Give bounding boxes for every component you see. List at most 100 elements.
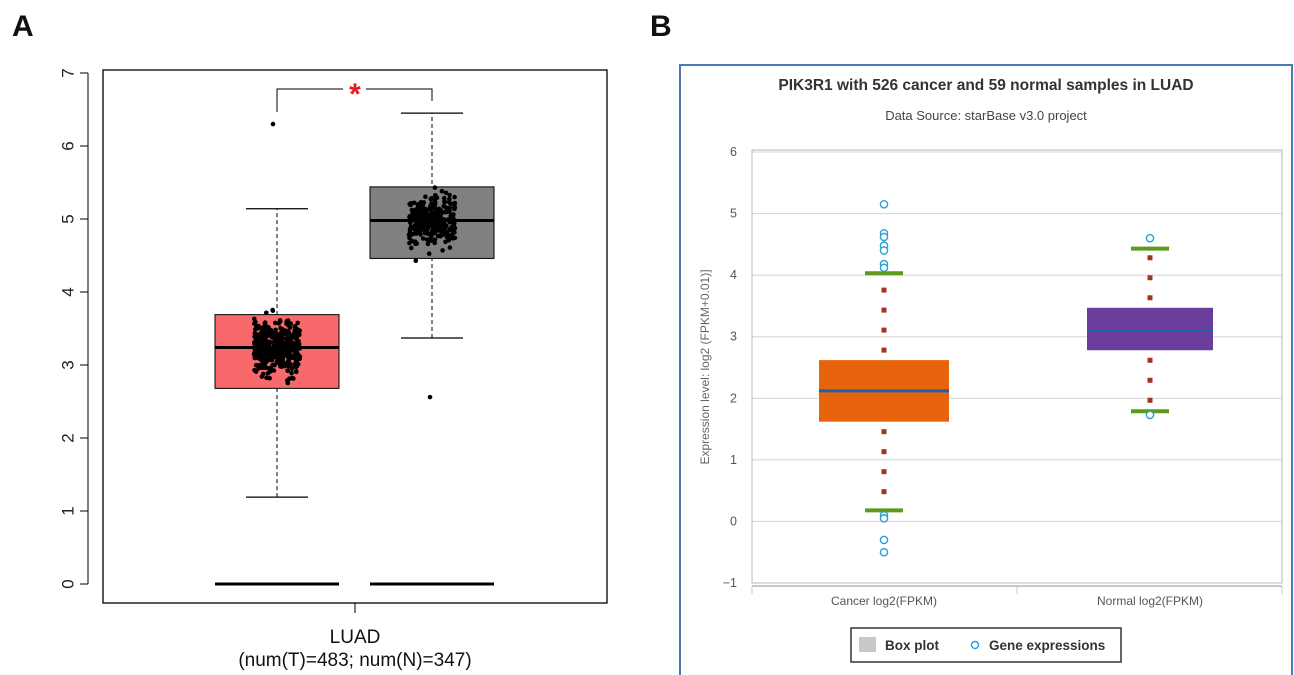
data-point-a	[281, 353, 287, 358]
y-tick-label-a: 3	[59, 360, 78, 369]
data-point-a	[286, 353, 291, 358]
data-point-a	[281, 361, 286, 366]
data-point-a	[425, 227, 430, 233]
data-point-a	[273, 320, 278, 326]
data-point-a	[268, 369, 273, 374]
y-tick-label-a: 1	[59, 506, 78, 515]
data-point-a	[291, 376, 296, 381]
significance-bracket-a	[276, 88, 433, 112]
data-point-a	[407, 214, 413, 219]
data-point-a	[281, 340, 287, 346]
data-point-a	[447, 192, 452, 198]
whisker-dot-b	[1147, 275, 1153, 281]
data-point-a	[430, 196, 435, 201]
legend-gene-expression-marker-b	[970, 640, 980, 650]
data-point-a	[437, 224, 443, 229]
chart-title-b: PIK3R1 with 526 cancer and 59 normal sam…	[778, 77, 1193, 94]
whisker-dot-b	[881, 429, 887, 435]
data-point-a	[429, 214, 435, 219]
outlier-point-b	[879, 200, 889, 209]
y-tick-label-a: 0	[59, 579, 78, 588]
legend-label-gene-expressions-b: Gene expressions	[989, 638, 1105, 653]
data-point-a	[259, 374, 265, 379]
outlier-point-b	[879, 514, 889, 523]
data-point-a	[407, 235, 412, 241]
data-point-a	[285, 380, 291, 386]
data-point-a	[253, 369, 259, 374]
whisker-dots-b	[881, 287, 887, 495]
chart-frame-b	[679, 64, 1293, 675]
data-point-a	[285, 368, 290, 374]
category-label-b: Cancer log2(FPKM)	[831, 594, 937, 608]
data-point-a	[271, 368, 277, 373]
x-axis-sample-counts-a: (num(T)=483; num(N)=347)	[238, 650, 471, 671]
outlier-point-b	[879, 547, 889, 557]
x-axis-label-a: LUAD	[330, 627, 381, 648]
data-point-a	[270, 362, 276, 368]
data-point-a	[262, 321, 268, 326]
data-point-a	[263, 352, 269, 358]
data-point-a	[267, 375, 272, 381]
data-point-a	[426, 251, 432, 256]
data-point-a	[285, 359, 291, 365]
data-point-a	[408, 202, 413, 207]
y-tick-label-b: 6	[730, 145, 737, 159]
data-point-a	[409, 245, 414, 251]
data-point-a	[441, 203, 446, 209]
data-point-a	[447, 197, 452, 202]
y-tick-label-b: 3	[730, 330, 737, 344]
data-point-a	[278, 325, 283, 331]
data-point-a	[252, 316, 257, 322]
category-label-b: Normal log2(FPKM)	[1097, 594, 1203, 608]
data-point-a	[422, 223, 428, 228]
whisker-dots-b	[1147, 255, 1153, 403]
data-point-a	[429, 201, 434, 206]
data-point-a	[418, 232, 423, 237]
data-point-a	[420, 218, 425, 223]
whisker-dot-b	[1147, 377, 1153, 383]
jitter-points-a	[406, 185, 458, 400]
outlier-point-b	[879, 246, 889, 255]
y-tick-label-b: 5	[730, 207, 737, 221]
data-point-a	[278, 364, 284, 369]
data-point-a	[429, 210, 435, 215]
data-point-a	[286, 364, 291, 369]
legend-label-boxplot-b: Box plot	[885, 638, 939, 653]
data-point-a	[264, 310, 269, 316]
data-point-a	[283, 345, 288, 350]
data-point-a	[439, 188, 445, 194]
data-point-a	[280, 357, 286, 362]
data-point-a	[443, 190, 449, 196]
data-point-a	[267, 340, 273, 345]
data-point-a	[426, 219, 432, 225]
data-point-a	[413, 241, 418, 246]
data-point-a	[254, 324, 259, 329]
jitter-points-a	[251, 307, 303, 386]
data-point-a	[438, 234, 443, 239]
y-tick-label-b: 1	[730, 453, 737, 467]
data-point-a	[452, 229, 457, 235]
data-point-a	[273, 327, 278, 333]
data-point-a	[439, 216, 445, 221]
data-point-a	[432, 230, 438, 236]
data-point-a	[280, 335, 285, 341]
data-point-a	[447, 245, 453, 250]
data-point-a	[295, 320, 301, 326]
data-point-a	[420, 212, 426, 217]
data-point-a	[424, 210, 430, 216]
data-point-a	[292, 362, 298, 367]
data-point-a	[451, 205, 456, 210]
whisker-dot-b	[1147, 357, 1153, 363]
data-point-a	[410, 209, 416, 215]
data-point-a	[416, 213, 422, 218]
data-point-a	[260, 357, 265, 363]
data-point-a	[289, 370, 294, 376]
whisker-dot-b	[881, 287, 887, 293]
whisker-dot-b	[881, 327, 887, 333]
data-point-a	[286, 330, 292, 336]
data-point-a	[424, 237, 430, 242]
y-tick-label-b: −1	[723, 576, 737, 590]
data-point-a	[433, 215, 439, 221]
data-point-a	[256, 337, 261, 343]
data-point-a	[433, 193, 438, 198]
